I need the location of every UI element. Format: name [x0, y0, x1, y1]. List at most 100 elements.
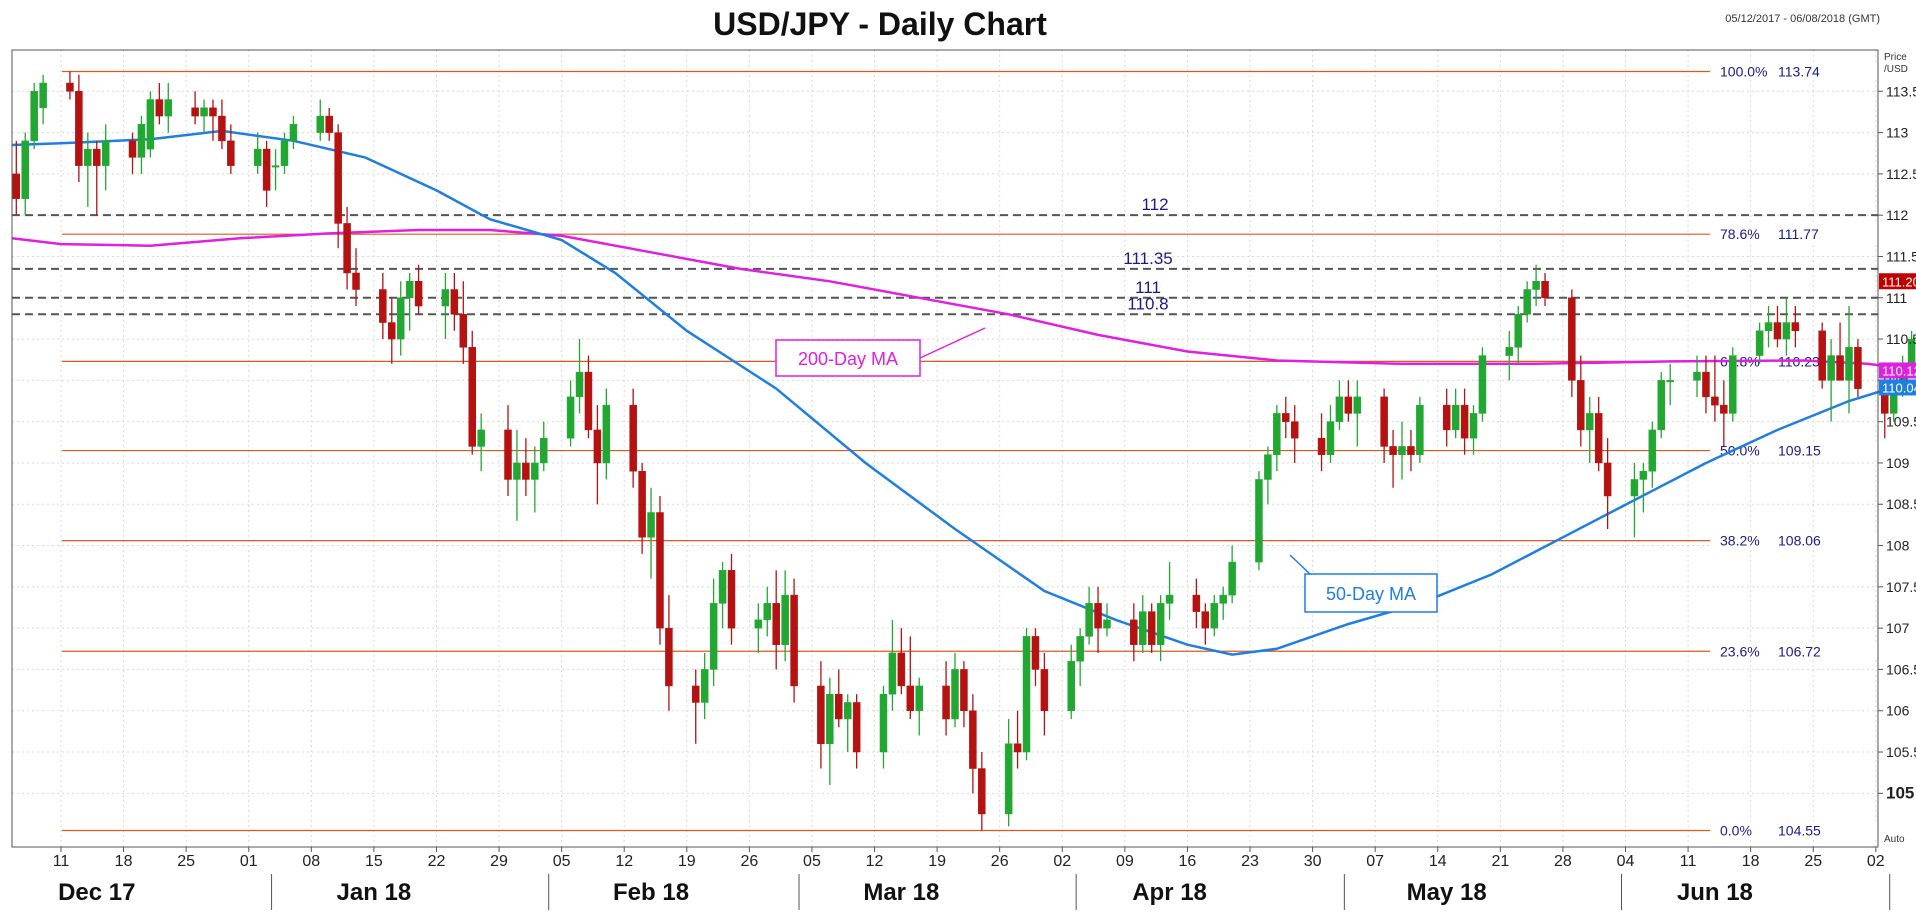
- candle-body: [504, 429, 512, 480]
- candle-body: [1138, 611, 1147, 645]
- candle-body: [1085, 603, 1093, 637]
- bearish-candle: [1603, 438, 1612, 530]
- y-tick-label: 109: [1886, 455, 1910, 471]
- y-tick-label: 106: [1886, 703, 1910, 719]
- bullish-candle: [1264, 446, 1272, 505]
- bullish-candle: [1648, 421, 1657, 488]
- bearish-candle: [155, 83, 164, 125]
- candle-body: [1407, 446, 1415, 455]
- bearish-candle: [1147, 603, 1156, 653]
- bullish-candle: [1138, 595, 1147, 653]
- bullish-candle: [826, 677, 834, 786]
- candle-body: [1353, 396, 1362, 414]
- ma50-callout-pointer: [1289, 554, 1311, 575]
- bearish-candle: [262, 140, 271, 207]
- bullish-candle: [1228, 545, 1236, 604]
- candle-body: [602, 404, 611, 464]
- x-tick-label: 12: [866, 853, 884, 870]
- bullish-candle: [84, 132, 92, 207]
- candle-body: [146, 99, 155, 150]
- bearish-candle: [414, 264, 423, 315]
- y-tick-label: 105: [1886, 783, 1914, 802]
- candle-body: [1639, 470, 1648, 480]
- bearish-candle: [629, 388, 637, 488]
- candle-body: [513, 462, 521, 480]
- bullish-candle: [1657, 372, 1666, 439]
- bearish-candle: [1854, 339, 1862, 397]
- candle-body: [1523, 289, 1531, 315]
- bullish-candle: [1004, 718, 1013, 827]
- bullish-candle: [754, 603, 763, 653]
- candle-body: [1451, 404, 1460, 431]
- candle-body: [763, 603, 772, 621]
- bullish-candle: [1845, 306, 1853, 414]
- bearish-candle: [1282, 396, 1290, 439]
- bullish-candle: [477, 413, 485, 472]
- y-tick-label: 107: [1886, 620, 1910, 636]
- candle-body: [1290, 421, 1299, 439]
- candle-body: [1004, 743, 1013, 815]
- bullish-candle: [700, 652, 709, 719]
- bullish-candle: [1532, 264, 1540, 307]
- candle-body: [1603, 462, 1612, 497]
- bearish-candle: [1031, 628, 1040, 686]
- bearish-candle: [1013, 710, 1022, 769]
- candle-body: [1156, 603, 1165, 645]
- candle-body: [709, 603, 718, 670]
- bearish-candle: [1577, 355, 1585, 447]
- bearish-candle: [1836, 322, 1844, 381]
- x-tick-label: 08: [302, 853, 320, 870]
- y-tick-label: 105.5: [1886, 744, 1916, 760]
- bullish-candle: [1416, 396, 1424, 463]
- x-tick-label: 04: [1617, 853, 1635, 870]
- ma-callouts-layer: 200-Day MA 50-Day MA: [775, 327, 1438, 613]
- candle-body: [960, 669, 968, 711]
- bullish-candle: [1335, 380, 1344, 430]
- candle-body: [790, 594, 798, 687]
- bullish-candle: [1165, 562, 1174, 620]
- date-axis: 11 18 25 01 08 15 22 29 05 12 19 26 05 12 19 26 02 09 16 23…: [53, 847, 1891, 910]
- candle-body: [1273, 413, 1281, 455]
- y-tick-label: 110.5: [1886, 331, 1916, 347]
- candle-body: [540, 437, 548, 464]
- bullish-candle: [1326, 405, 1335, 463]
- bearish-candle: [1130, 603, 1138, 662]
- bullish-candle: [1076, 628, 1084, 686]
- candle-body: [531, 462, 539, 480]
- fib-value-label: 108.06: [1778, 533, 1821, 549]
- candle-body: [1022, 636, 1031, 753]
- bullish-candle: [1585, 396, 1594, 463]
- x-tick-label: 26: [740, 853, 758, 870]
- price-tag-bg: [1879, 362, 1916, 379]
- bearish-candle: [218, 99, 226, 150]
- bullish-candle: [1022, 628, 1031, 761]
- y-tick-label: 106.5: [1886, 661, 1916, 677]
- x-tick-label: 14: [1429, 853, 1447, 870]
- y-tick-label: 113.5: [1886, 83, 1916, 99]
- candle-body: [700, 669, 709, 703]
- candle-body: [1469, 413, 1478, 439]
- bullish-candle: [441, 272, 450, 340]
- candle-body: [66, 82, 74, 92]
- bearish-candle: [1773, 306, 1782, 348]
- candle-body: [1657, 380, 1666, 431]
- bearish-candle: [969, 694, 977, 794]
- candle-body: [1845, 347, 1853, 381]
- bearish-candle: [1040, 652, 1049, 736]
- bearish-candle: [1094, 586, 1102, 653]
- bullish-candle: [1755, 322, 1764, 364]
- bearish-candle: [835, 669, 843, 728]
- bullish-candle: [253, 132, 262, 174]
- bullish-candle: [30, 83, 38, 150]
- bearish-candle: [93, 140, 101, 216]
- bullish-candle: [1764, 306, 1773, 348]
- bearish-candle: [790, 578, 798, 703]
- bullish-candle: [1523, 281, 1531, 323]
- candle-body: [352, 272, 360, 290]
- candle-body: [1577, 380, 1585, 431]
- bullish-candle: [1729, 347, 1737, 422]
- fib-pct-label: 78.6%: [1720, 226, 1760, 242]
- ma200-callout-pointer: [919, 327, 986, 359]
- x-tick-label: 25: [177, 853, 195, 870]
- bearish-candle: [227, 124, 235, 174]
